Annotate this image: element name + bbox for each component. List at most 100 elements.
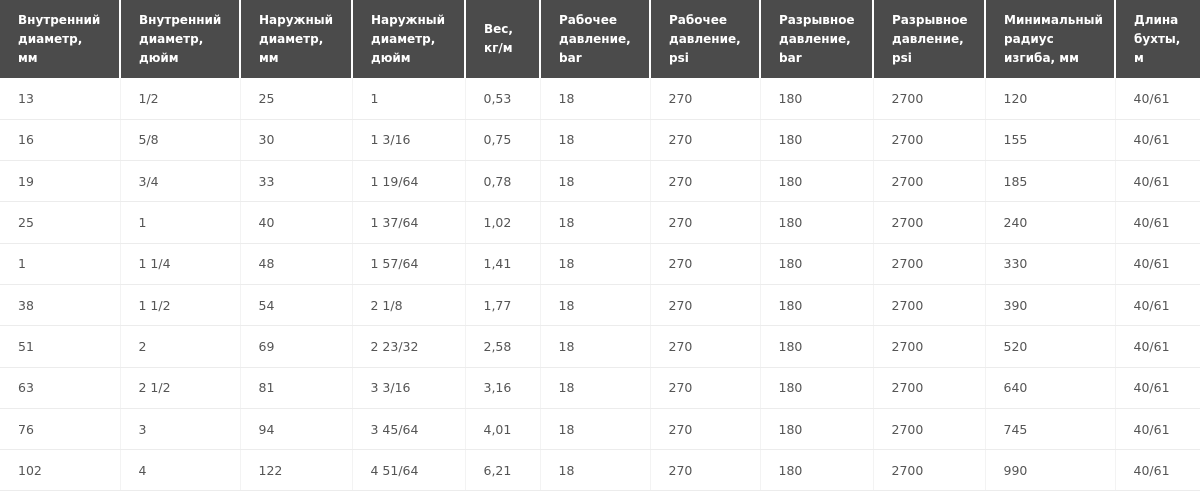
table-cell: 1 19/64 xyxy=(352,160,466,203)
table-cell: 1 37/64 xyxy=(352,201,466,244)
table-cell: 270 xyxy=(650,160,761,203)
table-cell: 2700 xyxy=(873,201,986,244)
header-cell: Минимальный радиус изгиба, мм xyxy=(985,0,1116,78)
table-cell: 40/61 xyxy=(1115,201,1200,244)
table-cell: 1,41 xyxy=(465,243,541,285)
header-cell: Рабочее давление, psi xyxy=(650,0,761,78)
table-cell: 120 xyxy=(985,78,1116,120)
table-cell: 18 xyxy=(540,408,651,451)
header-cell: Длина бухты, м xyxy=(1115,0,1200,78)
table-cell: 180 xyxy=(760,325,874,368)
table-cell: 1,77 xyxy=(465,284,541,327)
table-cell: 18 xyxy=(540,243,651,285)
table-row: 19 3/4 33 1 19/64 0,78 18 270 180 2700 185 40/61 xyxy=(0,160,1200,203)
header-cell: Наружный диаметр, дюйм xyxy=(352,0,466,78)
table-cell: 1 xyxy=(120,201,241,244)
table-cell: 640 xyxy=(985,367,1116,409)
table-cell: 48 xyxy=(240,243,353,285)
header-cell: Внутренний диаметр, дюйм xyxy=(120,0,241,78)
table-cell: 270 xyxy=(650,284,761,327)
table-cell: 990 xyxy=(985,449,1116,491)
table-cell: 2700 xyxy=(873,119,986,162)
table-cell: 270 xyxy=(650,243,761,285)
table-cell: 102 xyxy=(0,449,121,491)
table-cell: 81 xyxy=(240,367,353,409)
table-cell: 2700 xyxy=(873,160,986,203)
table-cell: 1,02 xyxy=(465,201,541,244)
table-cell: 270 xyxy=(650,201,761,244)
table-cell: 270 xyxy=(650,325,761,368)
table-cell: 54 xyxy=(240,284,353,327)
header-cell: Внутренний диаметр, мм xyxy=(0,0,121,78)
table-cell: 270 xyxy=(650,367,761,409)
table-cell: 63 xyxy=(0,367,121,409)
table-cell: 6,21 xyxy=(465,449,541,491)
table-cell: 4 xyxy=(120,449,241,491)
table-cell: 40/61 xyxy=(1115,119,1200,162)
table-cell: 30 xyxy=(240,119,353,162)
table-cell: 2700 xyxy=(873,284,986,327)
table-cell: 240 xyxy=(985,201,1116,244)
table-cell: 180 xyxy=(760,160,874,203)
table-cell: 180 xyxy=(760,119,874,162)
table-cell: 25 xyxy=(0,201,121,244)
table-cell: 18 xyxy=(540,449,651,491)
table-cell: 1 xyxy=(352,78,466,120)
table-cell: 40/61 xyxy=(1115,408,1200,451)
table-cell: 40/61 xyxy=(1115,78,1200,120)
table-cell: 5/8 xyxy=(120,119,241,162)
table-cell: 18 xyxy=(540,201,651,244)
table-cell: 1 3/16 xyxy=(352,119,466,162)
table-cell: 18 xyxy=(540,367,651,409)
table-cell: 1/2 xyxy=(120,78,241,120)
table-cell: 18 xyxy=(540,78,651,120)
table-cell: 16 xyxy=(0,119,121,162)
table-cell: 18 xyxy=(540,284,651,327)
table-cell: 180 xyxy=(760,284,874,327)
table-cell: 2 xyxy=(120,325,241,368)
header-row: Внутренний диаметр, мм Внутренний диаметр… xyxy=(0,0,1200,78)
table-cell: 51 xyxy=(0,325,121,368)
table-cell: 2,58 xyxy=(465,325,541,368)
table-row: 51 2 69 2 23/32 2,58 18 270 180 2700 520 40/61 xyxy=(0,325,1200,368)
table-cell: 1 1/4 xyxy=(120,243,241,285)
table-cell: 3 xyxy=(120,408,241,451)
table-cell: 3 45/64 xyxy=(352,408,466,451)
table-cell: 40/61 xyxy=(1115,367,1200,409)
table-cell: 2700 xyxy=(873,367,986,409)
table-body: 13 1/2 25 1 0,53 18 270 180 2700 120 40/61 16 5/8 30 1… xyxy=(0,78,1200,491)
table-cell: 2 23/32 xyxy=(352,325,466,368)
table-cell: 18 xyxy=(540,119,651,162)
header-cell: Разрывное давление, bar xyxy=(760,0,874,78)
table-cell: 330 xyxy=(985,243,1116,285)
table-cell: 13 xyxy=(0,78,121,120)
header-cell: Рабочее давление, bar xyxy=(540,0,651,78)
table-cell: 180 xyxy=(760,243,874,285)
table-cell: 69 xyxy=(240,325,353,368)
table-cell: 40/61 xyxy=(1115,325,1200,368)
table-cell: 122 xyxy=(240,449,353,491)
table-cell: 40/61 xyxy=(1115,160,1200,203)
table-cell: 2700 xyxy=(873,325,986,368)
table-cell: 0,78 xyxy=(465,160,541,203)
table-cell: 2 1/2 xyxy=(120,367,241,409)
table-cell: 1 1/2 xyxy=(120,284,241,327)
table-row: 38 1 1/2 54 2 1/8 1,77 18 270 180 2700 390 40/61 xyxy=(0,284,1200,327)
table-cell: 94 xyxy=(240,408,353,451)
table-cell: 185 xyxy=(985,160,1116,203)
table-row: 102 4 122 4 51/64 6,21 18 270 180 2700 990 40/61 xyxy=(0,449,1200,491)
table-cell: 390 xyxy=(985,284,1116,327)
table-cell: 2700 xyxy=(873,449,986,491)
table-cell: 38 xyxy=(0,284,121,327)
table-cell: 2700 xyxy=(873,78,986,120)
table-row: 76 3 94 3 45/64 4,01 18 270 180 2700 745 40/61 xyxy=(0,408,1200,451)
table-cell: 745 xyxy=(985,408,1116,451)
table-cell: 180 xyxy=(760,408,874,451)
table-cell: 3/4 xyxy=(120,160,241,203)
table-header: Внутренний диаметр, мм Внутренний диаметр… xyxy=(0,0,1200,78)
table-cell: 155 xyxy=(985,119,1116,162)
table-cell: 1 57/64 xyxy=(352,243,466,285)
